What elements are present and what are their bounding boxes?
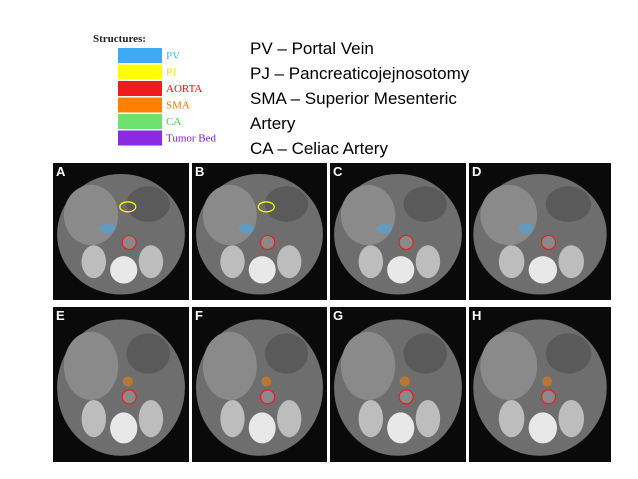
definition-line: PV – Portal Vein — [250, 39, 374, 58]
ct-pv-contour — [376, 223, 393, 234]
legend-swatch — [118, 48, 162, 63]
ct-aorta-contour — [260, 234, 276, 251]
legend-label: Tumor Bed — [166, 133, 217, 145]
ct-pv-contour — [517, 223, 534, 234]
ct-aorta-contour — [121, 389, 137, 405]
ct-kidney — [138, 400, 164, 438]
ct-kidney — [277, 400, 302, 438]
ct-bowel — [545, 333, 592, 374]
legend-swatch — [118, 114, 162, 129]
ct-spine — [248, 412, 276, 444]
panel-letter: F — [195, 308, 203, 323]
legend-swatch — [118, 81, 162, 96]
legend-swatch — [118, 97, 162, 113]
legend-label: PV — [166, 50, 180, 62]
legend-label: AORTA — [166, 83, 202, 95]
legend-label: PJ — [166, 67, 177, 79]
ct-aorta-contour — [121, 234, 137, 251]
ct-kidney — [81, 245, 107, 279]
ct-liver — [480, 184, 538, 246]
ct-spine — [387, 256, 415, 284]
ct-liver — [63, 184, 119, 246]
ct-kidney — [498, 400, 525, 438]
ct-spine — [110, 256, 138, 284]
ct-panel: G — [330, 307, 466, 462]
ct-spine — [528, 412, 558, 444]
panel-letter: C — [333, 164, 343, 179]
ct-bowel — [264, 186, 309, 222]
ct-bowel — [126, 333, 170, 374]
ct-aorta-contour — [398, 234, 414, 251]
ct-kidney — [358, 245, 384, 279]
ct-bowel — [403, 186, 447, 222]
ct-panel: C — [330, 163, 466, 300]
ct-bowel — [126, 186, 170, 222]
ct-aorta-contour — [540, 389, 557, 405]
ct-kidney — [558, 245, 585, 279]
ct-kidney — [277, 245, 302, 279]
definition-line: PJ – Pancreaticojejnosotomy — [250, 64, 470, 83]
ct-panel: F — [192, 307, 327, 462]
ct-sma-contour — [261, 376, 272, 387]
ct-kidney — [220, 400, 245, 438]
legend-swatch — [118, 64, 162, 80]
ct-panel: A — [53, 163, 189, 300]
panel-letter: E — [56, 308, 65, 323]
ct-sma-contour — [399, 376, 410, 387]
ct-sma-contour — [542, 376, 553, 387]
ct-panel: E — [53, 307, 189, 462]
ct-aorta-contour — [398, 389, 414, 405]
ct-bowel — [545, 186, 592, 222]
ct-kidney — [558, 400, 585, 438]
panel-letter: B — [195, 164, 204, 179]
ct-pj-contour — [257, 201, 275, 213]
ct-liver — [202, 331, 257, 400]
ct-spine — [387, 412, 415, 444]
panel-letter: D — [472, 164, 481, 179]
ct-panel: H — [469, 307, 611, 462]
definitions: PV – Portal Vein PJ – Pancreaticojejnosot… — [250, 39, 470, 158]
legend-label: SMA — [166, 100, 190, 112]
ct-liver — [480, 331, 538, 400]
definition-line: Artery — [250, 114, 296, 133]
ct-panel: D — [469, 163, 611, 300]
legend-swatch — [118, 130, 162, 146]
ct-liver — [63, 331, 119, 400]
ct-aorta-contour — [540, 234, 557, 251]
ct-kidney — [358, 400, 384, 438]
ct-spine — [248, 256, 276, 284]
ct-spine — [110, 412, 138, 444]
ct-liver — [340, 331, 396, 400]
definition-line: CA – Celiac Artery — [250, 139, 388, 158]
ct-kidney — [498, 245, 525, 279]
ct-panel: B — [192, 163, 327, 300]
ct-panels: A B C D E F G H — [53, 163, 611, 462]
legend-label: CA — [166, 116, 181, 128]
ct-liver — [202, 184, 257, 246]
ct-pv-contour — [238, 223, 254, 234]
legend: PV PJ AORTA SMA CA Tumor Bed — [118, 48, 217, 146]
panel-letter: G — [333, 308, 343, 323]
ct-spine — [528, 256, 558, 284]
ct-aorta-contour — [260, 389, 276, 405]
ct-sma-contour — [122, 376, 133, 387]
ct-pj-contour — [119, 201, 137, 213]
ct-kidney — [415, 400, 441, 438]
panel-letter: A — [56, 164, 66, 179]
panel-letter: H — [472, 308, 481, 323]
ct-kidney — [81, 400, 107, 438]
legend-title: Structures: — [93, 33, 146, 45]
ct-kidney — [220, 245, 245, 279]
ct-liver — [340, 184, 396, 246]
ct-pv-contour — [99, 223, 116, 234]
ct-kidney — [415, 245, 441, 279]
ct-bowel — [264, 333, 309, 374]
ct-bowel — [403, 333, 447, 374]
ct-kidney — [138, 245, 164, 279]
definition-line: SMA – Superior Mesenteric — [250, 89, 457, 108]
